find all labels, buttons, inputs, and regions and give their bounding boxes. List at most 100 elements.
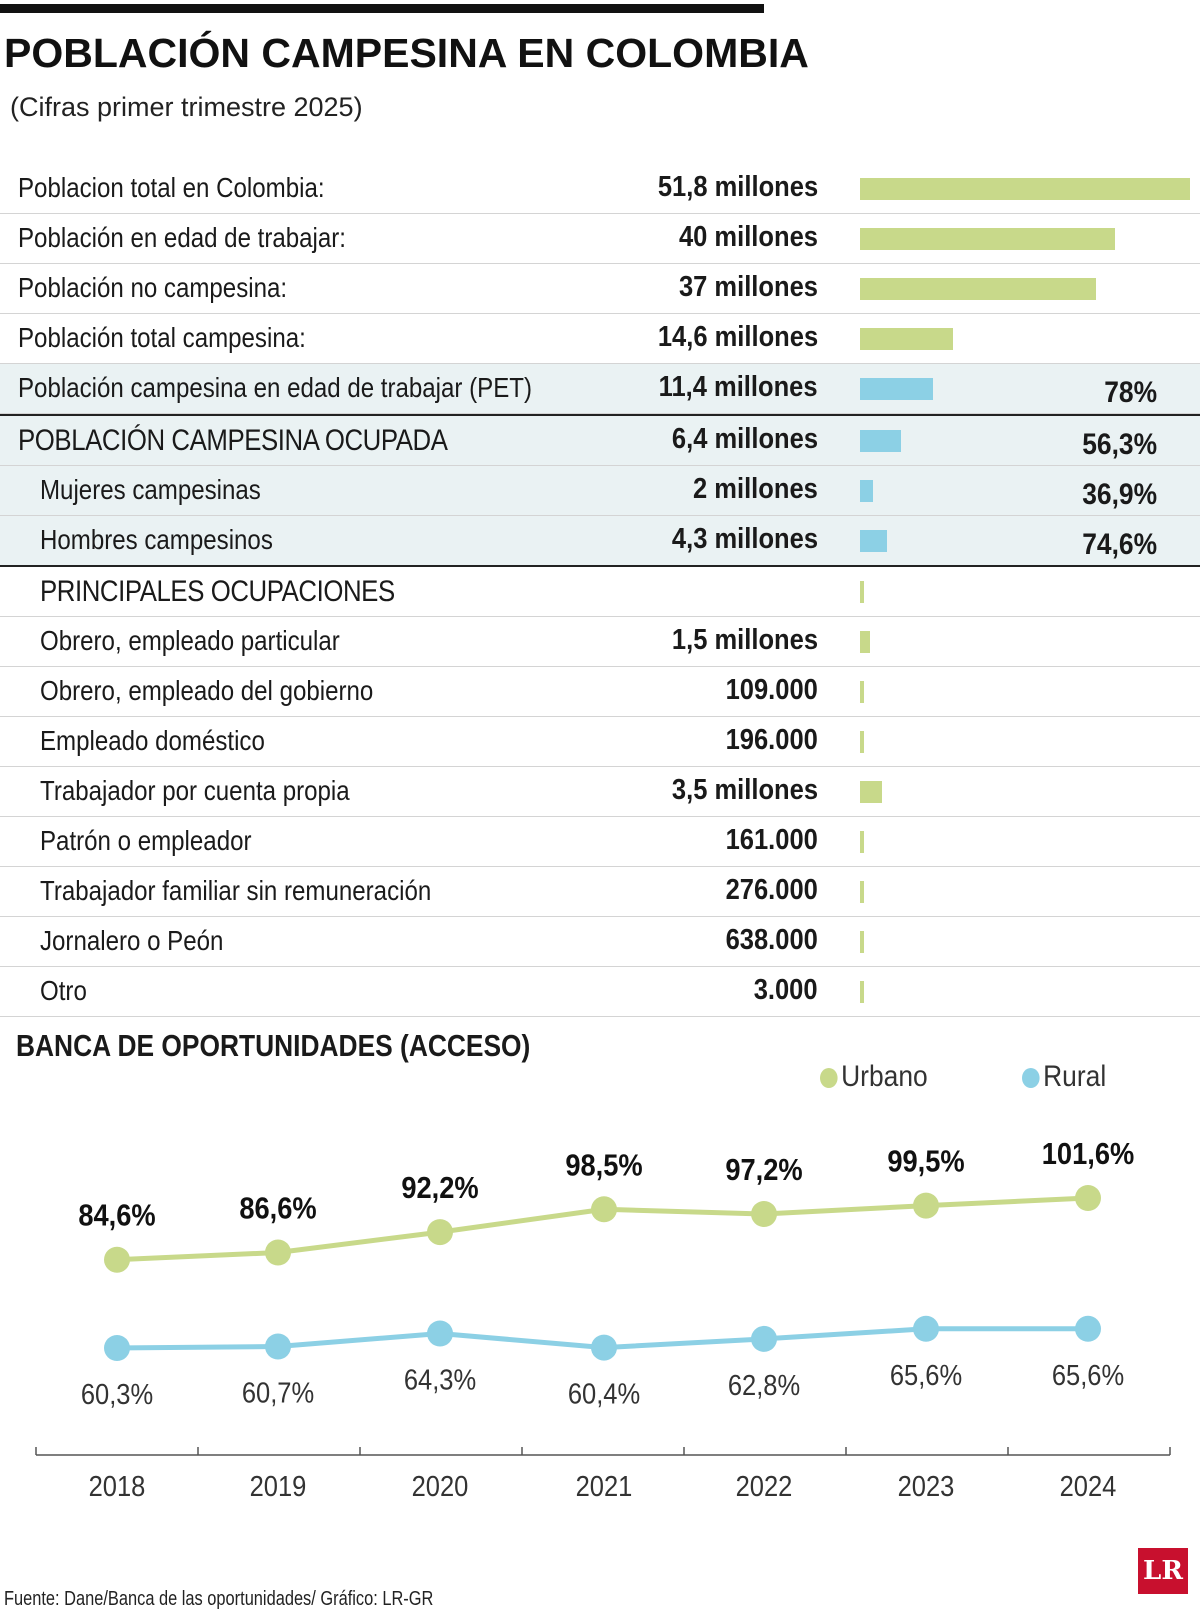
table-row: Trabajador familiar sin remuneración 276.… [0,867,1200,917]
row-value: 51,8 millones [657,171,818,203]
table-row: Obrero, empleado particular 1,5 millones [0,617,1200,667]
row-label: Trabajador por cuenta propia [40,775,350,806]
legend-urbano-label: Urbano [841,1060,928,1093]
data-label-urbano: 97,2% [725,1153,802,1187]
row-value: 276.000 [725,874,818,906]
point-rural [1075,1315,1101,1342]
data-label-rural: 65,6% [1052,1358,1124,1391]
row-label: PRINCIPALES OCUPACIONES [40,575,395,608]
lr-logo: LR [1138,1548,1188,1594]
data-label-urbano: 101,6% [1042,1137,1135,1171]
row-percent: 36,9% [1082,478,1157,511]
x-tick-label: 2022 [736,1469,793,1500]
data-label-urbano: 92,2% [401,1172,478,1206]
table-row: Población no campesina: 37 millones [0,264,1200,314]
row-value: 1,5 millones [671,624,818,656]
data-label-urbano: 86,6% [239,1192,316,1226]
row-value: 40 millones [678,221,818,253]
row-label: POBLACIÓN CAMPESINA OCUPADA [18,424,448,457]
row-label: Otro [40,975,87,1006]
row-bar [860,631,870,653]
row-value: 14,6 millones [657,321,818,353]
row-bar [860,530,888,552]
row-label: Población en edad de trabajar: [18,222,346,253]
table-row: Población total campesina: 14,6 millones [0,314,1200,364]
access-line-chart: 2018 2019 2020 2021 2022 2023 2024 84,6% 86,6% 92… [35,1137,1171,1500]
row-bar [860,681,864,703]
point-rural [751,1325,777,1352]
row-label: Población no campesina: [18,272,288,303]
data-label-rural: 64,3% [404,1363,476,1396]
point-rural [427,1320,453,1347]
page-subtitle: (Cifras primer trimestre 2025) [10,92,363,122]
page-title: POBLACIÓN CAMPESINA EN COLOMBIA [4,30,809,76]
legend-rural: Rural [1022,1060,1106,1094]
row-bar [860,228,1115,250]
row-bar [860,328,953,350]
table-row: Población campesina en edad de trabajar … [0,364,1200,414]
data-label-rural: 60,4% [568,1377,640,1410]
table-row: Poblacion total en Colombia: 51,8 millone… [0,164,1200,214]
data-label-urbano: 98,5% [565,1149,642,1183]
row-bar [860,480,873,502]
table-row: Otro 3.000 [0,967,1200,1017]
row-value: 37 millones [678,271,818,303]
top-rule [0,4,764,13]
row-value: 2 millones [693,473,818,505]
point-rural [265,1333,291,1360]
x-tick-label: 2024 [1060,1469,1117,1500]
legend-urbano: Urbano [820,1060,928,1094]
data-label-rural: 62,8% [728,1368,800,1401]
row-bar [860,781,883,803]
table-row: Patrón o empleador 161.000 [0,817,1200,867]
row-value: 161.000 [725,824,818,856]
row-bar [860,931,865,953]
row-percent: 74,6% [1082,528,1157,561]
point-rural [913,1315,939,1342]
row-label: Trabajador familiar sin remuneración [40,875,432,906]
point-urbano [427,1219,453,1246]
table-row: Jornalero o Peón 638.000 [0,917,1200,967]
point-urbano [591,1196,617,1223]
row-label: Obrero, empleado del gobierno [40,675,374,706]
row-value: 638.000 [725,924,818,956]
point-urbano [751,1201,777,1227]
row-bar [860,881,864,903]
line-chart-title: BANCA DE OPORTUNIDADES (ACCESO) [16,1028,531,1063]
table-row: Población en edad de trabajar: 40 millone… [0,214,1200,264]
legend-rural-swatch [1022,1068,1040,1089]
legend-rural-label: Rural [1043,1060,1107,1093]
table-row: Hombres campesinos 4,3 millones 74,6% [0,516,1200,567]
table-row: Trabajador por cuenta propia 3,5 millones [0,767,1200,817]
row-percent: 78% [1104,376,1157,409]
table-row: Mujeres campesinas 2 millones 36,9% [0,466,1200,516]
row-bar [860,378,933,400]
row-bar [860,731,864,753]
source-note: Fuente: Dane/Banca de las oportunidades/… [4,1588,434,1610]
x-tick-label: 2019 [250,1469,307,1500]
row-label: Jornalero o Peón [40,925,224,956]
point-rural [104,1335,130,1361]
row-label: Empleado doméstico [40,725,265,756]
row-percent: 56,3% [1082,428,1157,461]
row-value: 4,3 millones [671,523,818,555]
row-value: 3.000 [754,974,818,1006]
x-tick-label: 2023 [898,1469,955,1500]
row-label: Poblacion total en Colombia: [18,172,325,203]
row-bar [860,430,901,452]
data-label-urbano: 99,5% [887,1145,964,1179]
row-value: 196.000 [725,724,818,756]
data-label-rural: 65,6% [890,1358,962,1391]
row-label: Hombres campesinos [40,524,273,555]
point-rural [591,1334,617,1361]
population-table: Poblacion total en Colombia: 51,8 millone… [0,164,1200,1017]
table-row: PRINCIPALES OCUPACIONES [0,567,1200,617]
table-row: Empleado doméstico 196.000 [0,717,1200,767]
row-value: 3,5 millones [671,774,818,806]
row-label: Obrero, empleado particular [40,625,340,656]
row-bar [860,581,864,603]
row-label: Mujeres campesinas [40,474,261,505]
row-label: Patrón o empleador [40,825,252,856]
row-bar [860,278,1096,300]
row-label: Población total campesina: [18,322,306,353]
